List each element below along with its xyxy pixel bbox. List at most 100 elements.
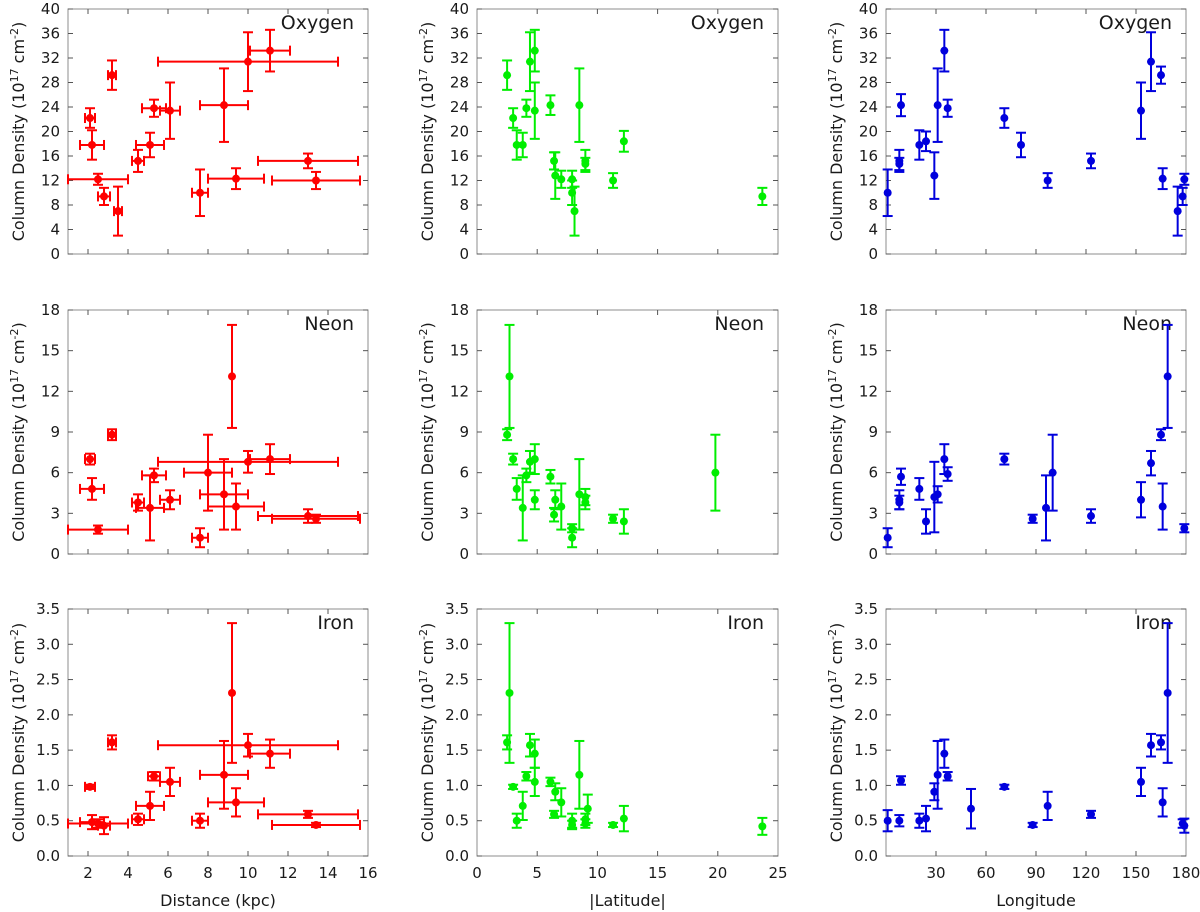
x-tick-label: 6 (163, 864, 173, 882)
data-marker (940, 46, 949, 55)
data-marker (550, 810, 559, 819)
data-marker (933, 770, 942, 779)
data-point (271, 513, 361, 524)
data-marker (94, 525, 102, 534)
data-point (529, 766, 540, 798)
x-tick-label: 8 (203, 864, 213, 882)
data-point (896, 775, 906, 786)
data-point (517, 790, 528, 822)
y-tick-label: 32 (41, 49, 60, 67)
data-marker (505, 372, 514, 381)
data-point (529, 28, 540, 73)
data-point (1177, 186, 1188, 206)
data-point (1086, 508, 1096, 524)
data-marker (883, 816, 892, 825)
data-marker (1017, 140, 1025, 149)
data-marker (108, 738, 116, 747)
data-point (159, 489, 181, 511)
data-point (191, 812, 209, 829)
y-axis-label: Column Density (1017 cm-2) (826, 623, 847, 843)
y-tick-label: 0 (50, 545, 60, 563)
x-tick-label: 120 (1072, 864, 1101, 882)
data-point (511, 477, 522, 501)
data-marker (525, 57, 534, 66)
data-marker (525, 741, 534, 750)
data-point (529, 489, 540, 511)
y-tick-label: 2.0 (36, 706, 60, 724)
panel-iron-distance: 0.0 0.5 1.0 1.5 2.0 2.5 3.0 3.5 2 4 6 8 10 12 14 16 Iron… (8, 600, 378, 910)
y-tick-label: 6 (50, 464, 60, 482)
y-tick-label: 2.0 (854, 706, 878, 724)
y-tick-label: 0.5 (36, 812, 60, 830)
data-point (97, 816, 111, 836)
y-tick-label: 9 (459, 423, 469, 441)
data-point (1156, 65, 1166, 85)
data-marker (220, 770, 228, 779)
data-marker (583, 804, 592, 813)
data-marker (518, 503, 527, 512)
data-point (508, 452, 519, 466)
data-point (249, 28, 291, 73)
data-point (207, 167, 265, 191)
x-tick-label: 10 (238, 864, 257, 882)
data-point (159, 81, 181, 140)
data-point (1136, 81, 1146, 140)
data-marker (512, 140, 521, 149)
data-marker (518, 140, 527, 149)
y-tick-label: 3.0 (854, 635, 878, 653)
data-point (618, 804, 629, 833)
data-marker (1147, 459, 1155, 468)
data-marker (933, 490, 942, 499)
y-tick-label: 40 (41, 0, 60, 18)
data-point (882, 809, 893, 833)
data-point (147, 771, 161, 782)
data-point (618, 129, 629, 153)
data-point (191, 168, 209, 218)
y-axis-label: Column Density (1017 cm-2) (417, 623, 438, 843)
y-axis-label: Column Density (1017 cm-2) (826, 22, 847, 242)
y-tick-label: 4 (459, 221, 469, 239)
data-point (1042, 790, 1053, 822)
data-marker (134, 156, 142, 165)
data-point (999, 107, 1010, 129)
y-axis-label: Column Density (1017 cm-2) (8, 22, 29, 242)
y-tick-label: 4 (868, 221, 878, 239)
y-tick-label: 9 (868, 423, 878, 441)
data-marker (550, 510, 559, 519)
data-point (545, 94, 556, 116)
data-point (107, 59, 117, 91)
y-tick-label: 4 (50, 221, 60, 239)
data-marker (512, 816, 521, 825)
data-point (574, 67, 585, 143)
y-tick-label: 24 (41, 98, 60, 116)
data-point (549, 151, 560, 171)
y-tick-label: 1.0 (36, 776, 60, 794)
data-marker (915, 484, 924, 493)
data-marker (1137, 106, 1145, 115)
data-point (504, 622, 515, 764)
y-tick-label: 0.5 (445, 812, 469, 830)
data-point (939, 738, 950, 769)
data-marker (1157, 71, 1165, 80)
data-marker (146, 503, 154, 512)
data-marker (897, 776, 905, 785)
data-marker (619, 517, 628, 526)
data-marker (883, 188, 892, 197)
panel-iron-latitude: 0.0 0.5 1.0 1.5 2.0 2.5 3.0 3.5 0 5 10 15 20 25 Iron |L… (417, 600, 788, 910)
data-marker (1028, 514, 1037, 523)
data-marker (930, 171, 939, 180)
data-marker (570, 207, 579, 216)
data-marker (1157, 738, 1165, 747)
data-point (1027, 820, 1038, 829)
data-point (1179, 172, 1190, 186)
data-point (84, 452, 96, 466)
data-point (1136, 481, 1146, 519)
data-point (1179, 817, 1190, 834)
y-tick-label: 36 (859, 25, 878, 43)
data-point (84, 107, 96, 129)
y-tick-label: 12 (450, 382, 469, 400)
data-marker (575, 770, 584, 779)
data-point (157, 31, 339, 93)
data-point (1047, 433, 1058, 512)
data-point (159, 766, 181, 798)
